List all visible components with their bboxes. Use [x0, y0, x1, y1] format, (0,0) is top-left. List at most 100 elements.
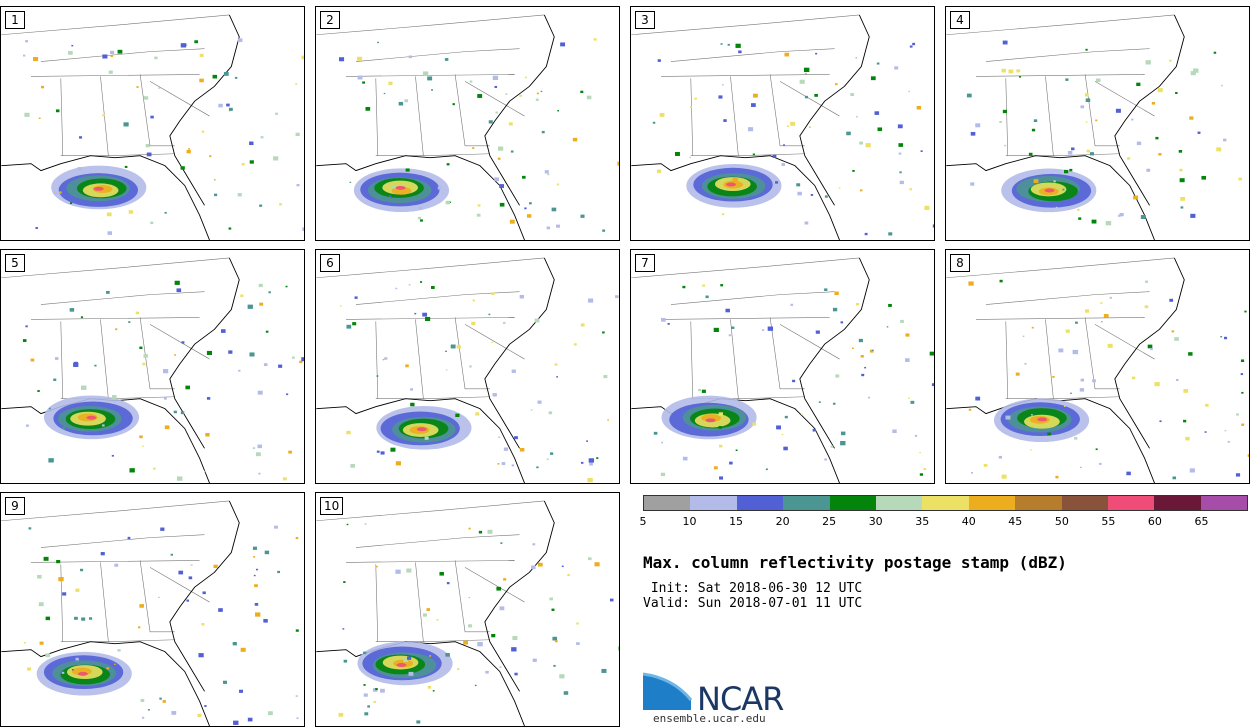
member-number-label: 4 [950, 11, 970, 29]
stamp-panel[interactable]: 2 [315, 6, 620, 241]
echo-dot [241, 163, 245, 166]
stamp-panel[interactable]: 10 [315, 492, 620, 727]
echo-dot [1213, 51, 1217, 54]
state-border [464, 81, 525, 117]
stamp-panel[interactable]: 6 [315, 249, 620, 484]
colorbar-tick-label: 60 [1147, 515, 1162, 528]
echo-dot [114, 563, 119, 567]
echo-dot [784, 52, 790, 57]
colorbar-segment [783, 496, 830, 510]
stamp-panel[interactable]: 4 [945, 6, 1250, 241]
echo-dot [824, 195, 828, 198]
echo-dot [221, 329, 226, 333]
echo-dot [1118, 214, 1121, 217]
echo-dot [852, 169, 855, 172]
echo-dot [106, 290, 110, 294]
echo-dot [346, 523, 349, 526]
echo-dot [376, 450, 380, 453]
stamp-panel[interactable]: 8 [945, 249, 1250, 484]
echo-dot [983, 463, 988, 467]
colorbar-segment [644, 496, 691, 510]
state-border [31, 74, 200, 77]
echo-dot [809, 126, 811, 128]
echo-dot [375, 688, 378, 691]
echo-dot [815, 52, 818, 55]
echo-dot [410, 388, 414, 391]
state-border [976, 74, 1145, 77]
echo-dot [445, 350, 447, 353]
echo-dot [729, 461, 733, 465]
echo-dot [258, 472, 261, 475]
echo-dot [840, 321, 844, 324]
echo-dot [546, 458, 549, 461]
state-border [985, 291, 1150, 305]
echo-dot [48, 407, 51, 410]
echo-dot [702, 284, 706, 287]
echo-dot [731, 326, 735, 329]
state-border [425, 396, 490, 400]
state-border [110, 639, 175, 643]
echo-dot [519, 447, 525, 452]
echo-dot [765, 468, 768, 471]
echo-dot [1155, 136, 1159, 140]
state-border [1094, 324, 1155, 360]
echo-dot [446, 582, 450, 585]
echo-dot [500, 542, 503, 544]
echo-dot [408, 671, 414, 676]
echo-dot [713, 466, 718, 470]
echo-dot [720, 43, 723, 45]
echo-dot [171, 711, 177, 715]
echo-dot [1085, 98, 1091, 103]
echo-dot [349, 181, 352, 183]
echo-dot [721, 213, 725, 216]
echo-dot [1227, 440, 1230, 443]
echo-dot [720, 284, 724, 287]
echo-dot [433, 445, 436, 448]
colorbar-segment [736, 496, 784, 510]
echo-dot [395, 569, 401, 574]
stamp-panel[interactable]: 1 [0, 6, 305, 241]
echo-dot [888, 303, 892, 307]
echo-dot [1145, 280, 1149, 283]
echo-dot [551, 608, 555, 611]
echo-dot [265, 330, 269, 333]
echo-dot [403, 658, 408, 663]
echo-dot [405, 168, 410, 172]
echo-dot [567, 574, 570, 577]
echo-dot [255, 568, 258, 571]
colorbar-segment [875, 496, 923, 510]
echo-dot [259, 204, 263, 207]
echo-dot [268, 291, 271, 294]
valid-time: Valid: Sun 2018-07-01 11 UTC [643, 596, 863, 611]
echo-dot [26, 424, 29, 427]
stamp-panel[interactable]: 9 [0, 492, 305, 727]
echo-dot [1201, 175, 1207, 180]
echo-dot [556, 224, 560, 228]
echo-dot [274, 525, 278, 529]
echo-dot [279, 203, 282, 206]
echo-dot [1100, 320, 1103, 323]
stamp-panel[interactable]: 5 [0, 249, 305, 484]
echo-dot [659, 113, 665, 117]
echo-dot [975, 396, 981, 401]
echo-dot [107, 231, 113, 235]
echo-dot [593, 38, 597, 41]
echo-dot [497, 157, 501, 160]
echo-dot [615, 295, 619, 299]
echo-dot [437, 186, 442, 190]
coastline [946, 14, 1185, 240]
echo-dot [436, 619, 439, 621]
echo-dot [214, 179, 216, 181]
state-border [730, 319, 739, 399]
echo-dot [445, 369, 448, 371]
stamp-panel[interactable]: 7 [630, 249, 935, 484]
echo-dot [1075, 321, 1078, 324]
stamp-panel[interactable]: 3 [630, 6, 935, 241]
echo-dot [1131, 118, 1134, 121]
echo-dot [48, 458, 54, 463]
echo-dot [1136, 141, 1142, 146]
echo-dot [55, 109, 60, 113]
echo-dot [429, 655, 432, 657]
echo-dot [143, 354, 148, 358]
echo-dot [1062, 188, 1065, 191]
